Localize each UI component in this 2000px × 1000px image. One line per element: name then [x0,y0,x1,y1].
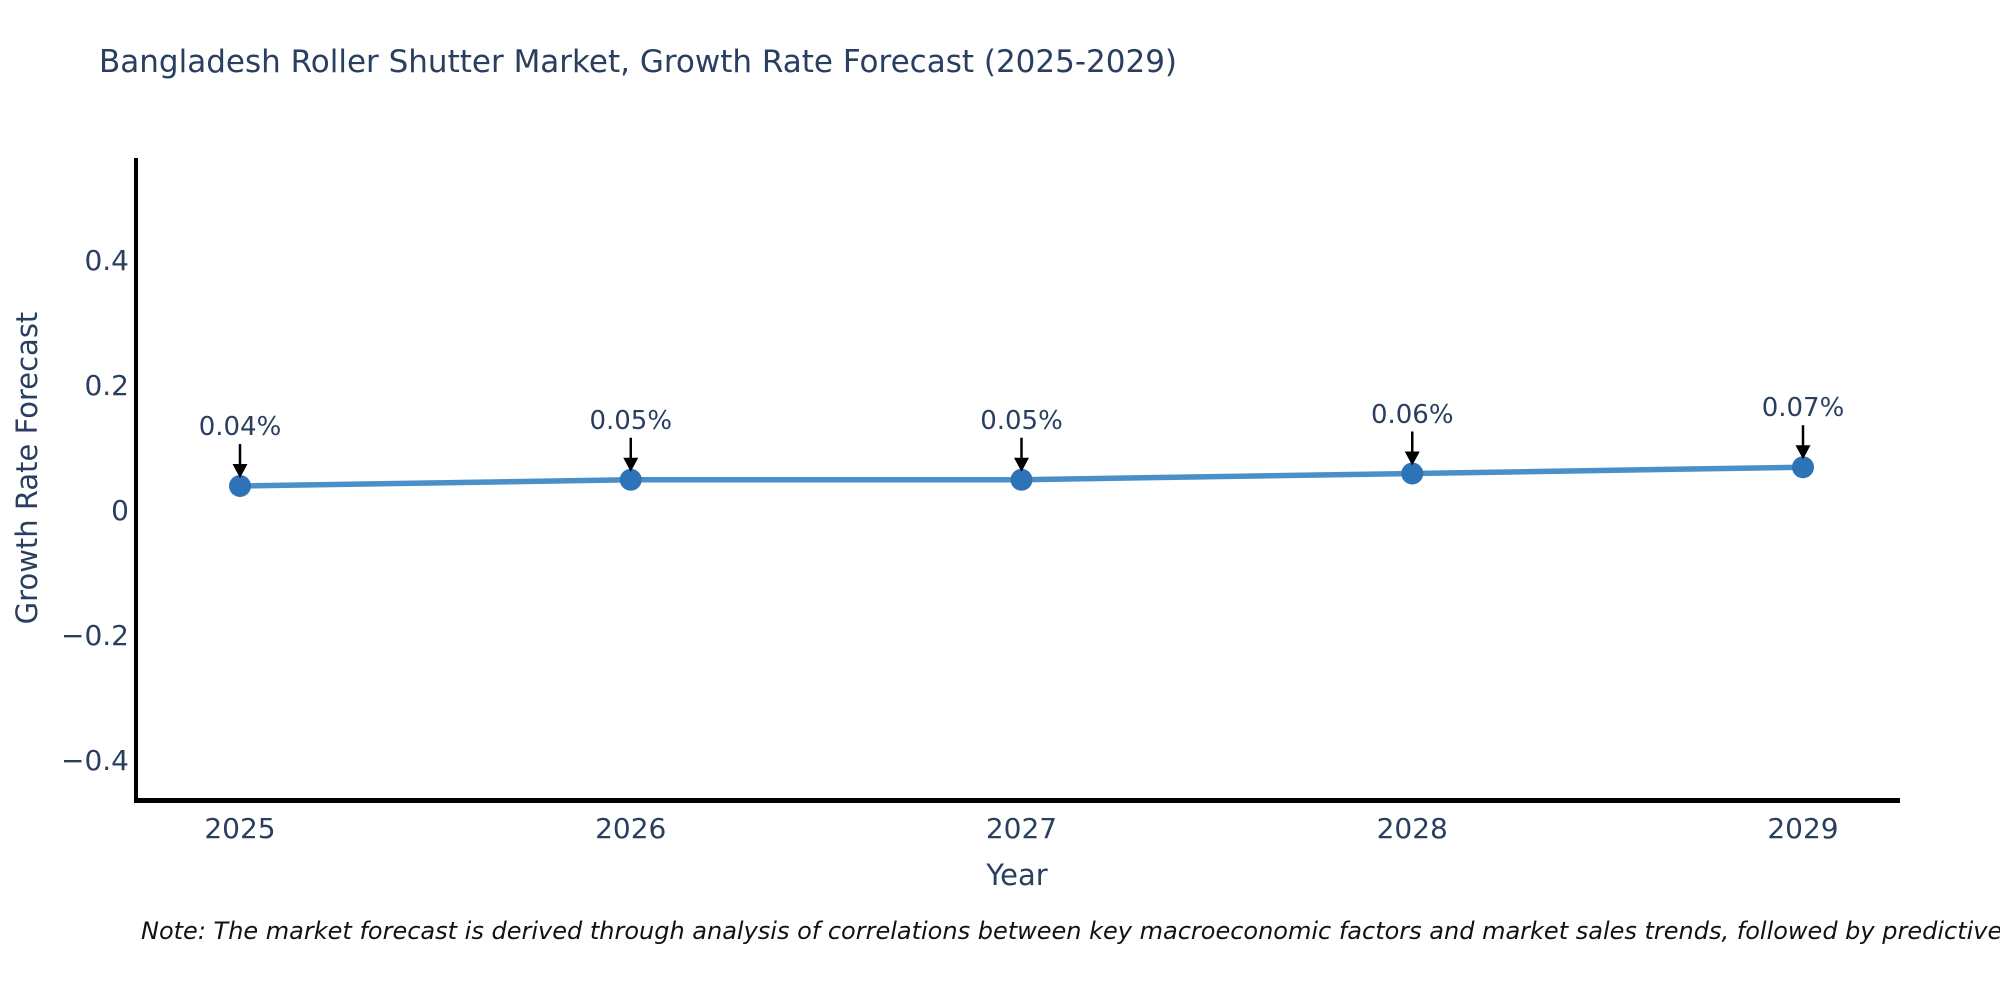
annotation-arrowhead-2027 [1014,457,1029,472]
annotation-arrowhead-2029 [1795,445,1811,460]
data-point-2027 [1010,468,1033,491]
y-tick-label-0.4: 0.4 [84,244,129,277]
x-axis-line [134,798,1900,803]
x-tick-label-2029: 2029 [1767,812,1839,845]
point-annotation-2025: 0.04% [198,412,282,442]
y-tick-label-0: 0 [111,494,129,527]
x-tick-label-2025: 2025 [204,812,276,845]
y-tick-label-0.2: 0.2 [84,369,129,402]
y-axis-title: Growth Rate Forecast [10,311,44,625]
point-annotation-2028: 0.06% [1370,399,1454,430]
point-annotation-2026: 0.05% [589,405,673,436]
data-point-2026 [619,468,642,491]
y-tick-label-−0.2: −0.2 [61,619,129,652]
chart-title: Bangladesh Roller Shutter Market, Growth… [99,44,1178,80]
x-axis-title: Year [986,858,1048,892]
x-tick-label-2026: 2026 [595,812,667,845]
x-tick-label-2028: 2028 [1376,812,1448,845]
footnote: Note: The market forecast is derived thr… [141,917,2000,945]
x-tick-label-2027: 2027 [985,812,1058,845]
y-tick-label-−0.4: −0.4 [61,744,129,777]
point-annotation-2027: 0.05% [980,405,1063,436]
data-point-2028 [1401,462,1424,485]
annotation-arrowhead-2026 [623,457,639,472]
data-point-2025 [229,475,251,497]
annotation-arrowhead-2025 [232,464,248,478]
annotation-arrowhead-2028 [1404,451,1420,466]
point-annotation-2029: 0.07% [1761,393,1845,424]
data-point-2029 [1792,456,1814,479]
y-axis-line [134,158,138,803]
